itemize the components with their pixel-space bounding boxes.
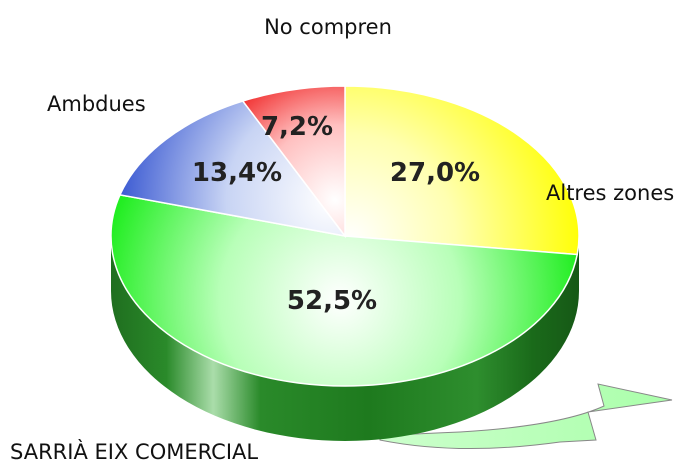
category-label-altres-zones: Altres zones — [546, 181, 674, 205]
value-label-sarria-eix-comercial: 52,5% — [287, 286, 377, 316]
value-label-altres-zones: 27,0% — [390, 158, 480, 188]
category-label-ambdues: Ambdues — [47, 92, 146, 116]
pie-slice-altres-zones — [344, 85, 580, 256]
pie-slice-ambdues — [118, 100, 347, 238]
pie-slice-no-compren — [241, 85, 346, 239]
value-label-ambdues: 13,4% — [192, 158, 282, 188]
value-label-no-compren: 7,2% — [261, 112, 333, 142]
category-label-sarria-eix-comercial: SARRIÀ EIX COMERCIAL — [10, 439, 258, 464]
pie-slice-sarria-eix-comercial — [110, 194, 579, 387]
category-label-no-compren: No compren — [264, 15, 392, 39]
pie-root — [110, 85, 580, 441]
decorative-arrow — [379, 383, 673, 449]
pie-side-wall — [111, 236, 579, 441]
